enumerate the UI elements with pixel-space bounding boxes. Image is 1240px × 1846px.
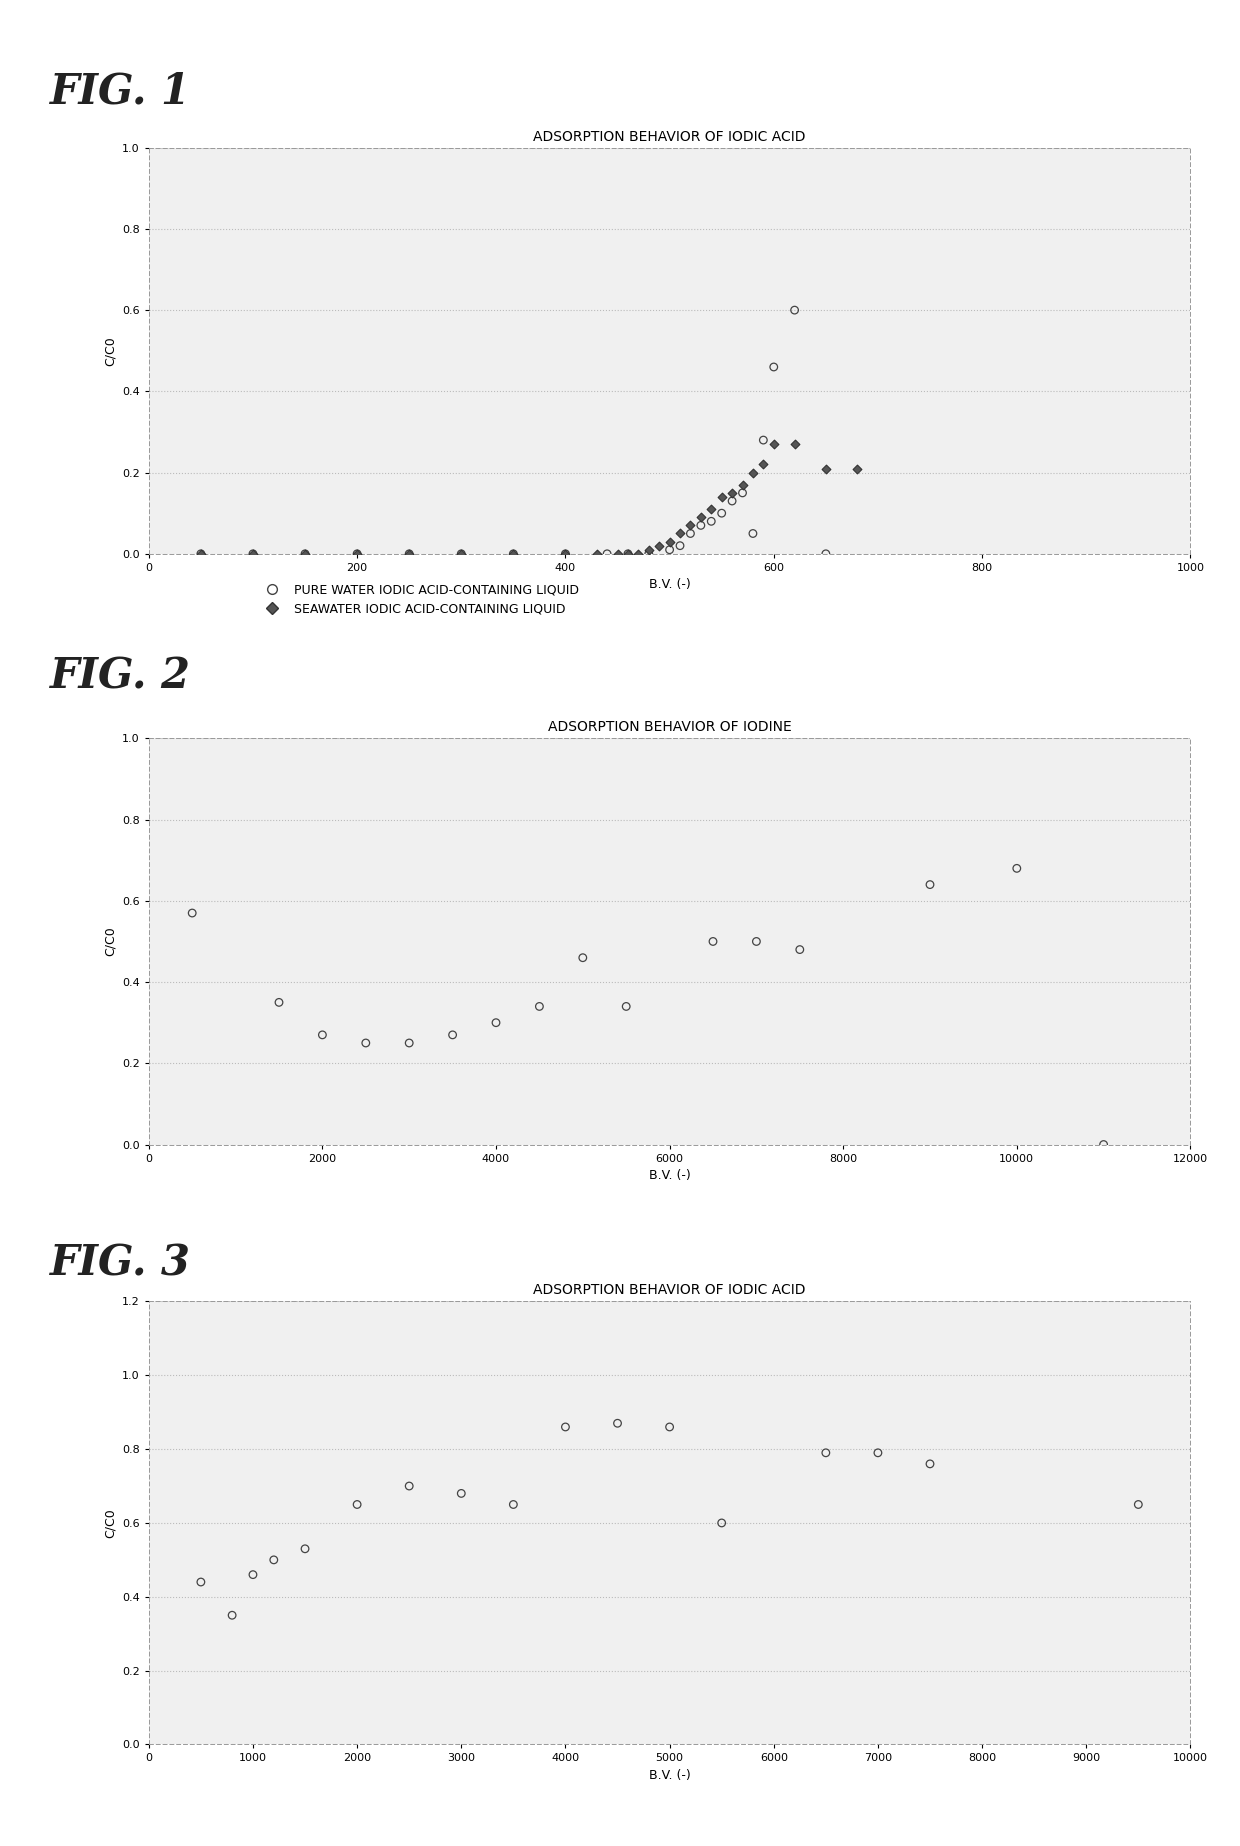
- Point: [920, 869, 940, 899]
- Point: [743, 458, 763, 487]
- Point: [356, 1028, 376, 1058]
- Point: [264, 1545, 284, 1575]
- Point: [702, 495, 722, 524]
- Point: [191, 539, 211, 569]
- Point: [691, 511, 711, 541]
- Point: [443, 1021, 463, 1050]
- Point: [191, 539, 211, 569]
- Point: [754, 450, 774, 480]
- Point: [399, 539, 419, 569]
- Point: [451, 539, 471, 569]
- Point: [503, 539, 523, 569]
- Point: [733, 471, 753, 500]
- Point: [650, 532, 670, 561]
- Point: [451, 539, 471, 569]
- Point: [764, 353, 784, 382]
- Point: [743, 519, 763, 548]
- Point: [790, 934, 810, 964]
- Title: ADSORPTION BEHAVIOR OF IODIC ACID: ADSORPTION BEHAVIOR OF IODIC ACID: [533, 1283, 806, 1298]
- Point: [722, 478, 742, 508]
- Point: [847, 454, 867, 484]
- Point: [295, 539, 315, 569]
- Point: [660, 535, 680, 565]
- Point: [785, 430, 805, 460]
- Point: [243, 539, 263, 569]
- Point: [1094, 1130, 1114, 1159]
- Point: [618, 539, 637, 569]
- Point: [712, 482, 732, 511]
- Title: ADSORPTION BEHAVIOR OF IODIC ACID: ADSORPTION BEHAVIOR OF IODIC ACID: [533, 129, 806, 144]
- Point: [312, 1021, 332, 1050]
- Point: [573, 943, 593, 973]
- Point: [670, 519, 689, 548]
- Point: [556, 539, 575, 569]
- Point: [347, 1490, 367, 1519]
- Point: [1007, 853, 1027, 882]
- Point: [681, 519, 701, 548]
- Legend: PURE WATER IODIC ACID-CONTAINING LIQUID, SEAWATER IODIC ACID-CONTAINING LIQUID: PURE WATER IODIC ACID-CONTAINING LIQUID,…: [254, 578, 584, 620]
- Point: [868, 1438, 888, 1468]
- Text: FIG. 3: FIG. 3: [50, 1242, 191, 1285]
- Y-axis label: C/C0: C/C0: [103, 927, 117, 956]
- Point: [670, 532, 689, 561]
- Text: FIG. 2: FIG. 2: [50, 655, 191, 698]
- Point: [920, 1449, 940, 1479]
- Point: [639, 535, 658, 565]
- Point: [618, 539, 637, 569]
- Point: [746, 927, 766, 956]
- Point: [702, 506, 722, 535]
- Point: [451, 1479, 471, 1508]
- Point: [556, 539, 575, 569]
- Point: [712, 1508, 732, 1538]
- Point: [243, 539, 263, 569]
- Text: FIG. 1: FIG. 1: [50, 70, 191, 113]
- Point: [608, 1408, 627, 1438]
- Point: [629, 539, 649, 569]
- Point: [733, 478, 753, 508]
- Point: [503, 1490, 523, 1519]
- Point: [529, 991, 549, 1021]
- Point: [1128, 1490, 1148, 1519]
- Point: [754, 425, 774, 454]
- Point: [598, 539, 618, 569]
- Point: [269, 988, 289, 1017]
- Point: [587, 539, 606, 569]
- Point: [556, 1412, 575, 1442]
- X-axis label: B.V. (-): B.V. (-): [649, 578, 691, 591]
- Y-axis label: C/C0: C/C0: [103, 1508, 117, 1538]
- Point: [816, 1438, 836, 1468]
- Point: [616, 991, 636, 1021]
- Point: [347, 539, 367, 569]
- Point: [295, 1534, 315, 1564]
- Point: [660, 526, 680, 556]
- Point: [347, 539, 367, 569]
- Y-axis label: C/C0: C/C0: [103, 336, 117, 366]
- Point: [608, 539, 627, 569]
- Point: [243, 1560, 263, 1589]
- Point: [399, 1028, 419, 1058]
- Point: [399, 539, 419, 569]
- Point: [722, 485, 742, 515]
- Point: [691, 502, 711, 532]
- Title: ADSORPTION BEHAVIOR OF IODINE: ADSORPTION BEHAVIOR OF IODINE: [548, 720, 791, 735]
- Point: [191, 1567, 211, 1597]
- Point: [486, 1008, 506, 1037]
- Point: [639, 539, 658, 569]
- Point: [816, 454, 836, 484]
- Point: [222, 1600, 242, 1630]
- Point: [503, 539, 523, 569]
- Point: [295, 539, 315, 569]
- Point: [399, 1471, 419, 1501]
- Point: [816, 539, 836, 569]
- X-axis label: B.V. (-): B.V. (-): [649, 1768, 691, 1781]
- Point: [764, 430, 784, 460]
- Point: [785, 295, 805, 325]
- X-axis label: B.V. (-): B.V. (-): [649, 1169, 691, 1181]
- Point: [712, 498, 732, 528]
- Point: [681, 511, 701, 541]
- Point: [660, 1412, 680, 1442]
- Point: [182, 899, 202, 929]
- Point: [703, 927, 723, 956]
